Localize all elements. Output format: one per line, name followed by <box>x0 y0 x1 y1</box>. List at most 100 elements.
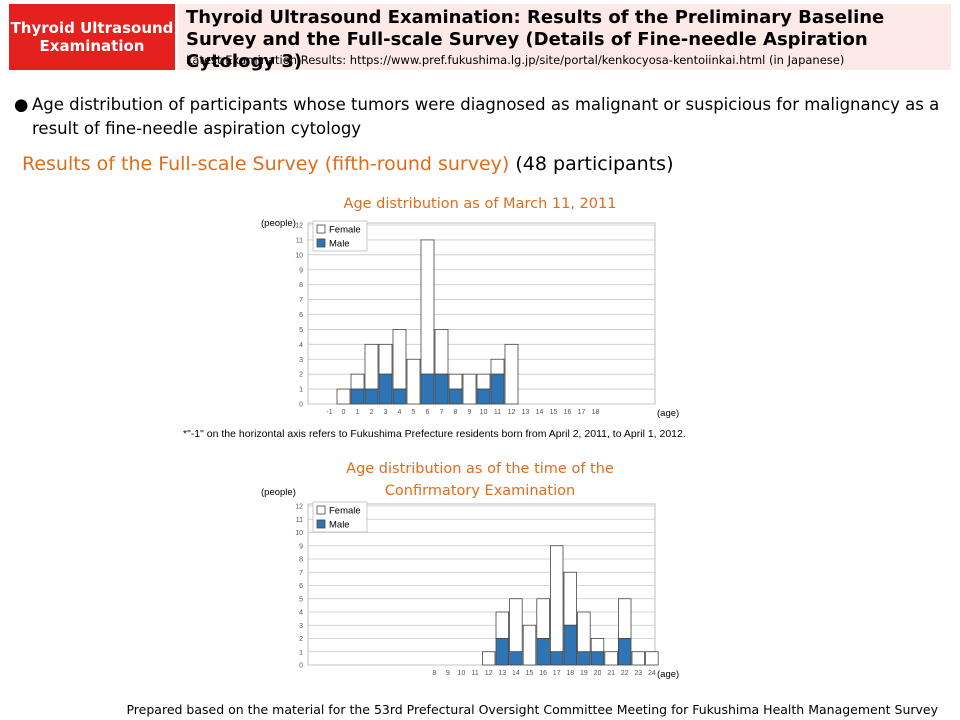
bar-female <box>563 571 578 626</box>
y-tick-label: 11 <box>296 517 303 524</box>
x-tick-label: 22 <box>621 670 629 677</box>
bar-male <box>495 638 510 666</box>
bar-male <box>490 373 505 405</box>
legend-label-male: Male <box>329 520 350 531</box>
x-tick-label: 6 <box>426 409 430 416</box>
legend-label-female: Female <box>329 506 361 517</box>
chart-title: Confirmatory Examination <box>385 483 575 499</box>
x-tick-label: 12 <box>485 670 493 677</box>
source-footer: Prepared based on the material for the 5… <box>126 702 938 717</box>
bar-female <box>392 329 407 390</box>
x-tick-label: 14 <box>512 670 520 677</box>
bar-male <box>378 373 393 405</box>
y-tick-label: 6 <box>299 312 303 319</box>
y-tick-label: 6 <box>299 583 303 590</box>
bar-male <box>590 651 605 666</box>
bar-male <box>364 388 379 405</box>
bar-female <box>420 239 435 375</box>
y-tick-label: 5 <box>299 327 303 334</box>
bar-female <box>406 358 421 405</box>
bar-female <box>448 373 463 390</box>
x-tick-label: 21 <box>607 670 615 677</box>
bar-female <box>481 651 496 666</box>
y-axis-label: (people) <box>261 218 296 229</box>
bar-female <box>509 598 523 653</box>
x-tick-label: 13 <box>522 409 530 416</box>
bar-male <box>434 373 449 405</box>
bar-female <box>549 545 564 653</box>
bar-male <box>536 638 550 666</box>
bar-female <box>336 388 351 405</box>
bullet-text: Age distribution of participants whose t… <box>32 95 940 138</box>
y-tick-label: 0 <box>299 663 303 670</box>
bar-male <box>563 624 578 666</box>
bar-female <box>577 611 591 653</box>
bar-male <box>509 651 523 666</box>
x-tick-label: 13 <box>498 670 506 677</box>
x-tick-label: -1 <box>326 409 332 416</box>
x-tick-label: 15 <box>550 409 558 416</box>
x-tick-label: 9 <box>446 670 450 677</box>
x-tick-label: 2 <box>370 409 374 416</box>
bar-female <box>495 611 510 639</box>
subheading-survey: Results of the Full-scale Survey (fifth-… <box>22 153 510 175</box>
x-tick-label: 23 <box>634 670 642 677</box>
bar-male <box>392 388 407 405</box>
bar-female <box>378 343 393 375</box>
bar-male <box>420 373 435 405</box>
bar-female <box>350 373 365 390</box>
y-tick-label: 10 <box>295 252 303 259</box>
y-tick-label: 11 <box>296 237 303 244</box>
bar-female <box>504 343 519 405</box>
legend-label-male: Male <box>329 239 350 250</box>
bar-female <box>536 598 550 639</box>
bar-female <box>631 651 646 666</box>
y-tick-label: 12 <box>295 504 303 511</box>
y-tick-label: 5 <box>299 596 303 603</box>
y-tick-label: 0 <box>299 402 303 409</box>
legend-label-female: Female <box>329 225 361 236</box>
bar-female <box>434 329 449 375</box>
x-tick-label: 0 <box>342 409 346 416</box>
bullet-icon: ● <box>14 95 29 114</box>
x-tick-label: 7 <box>440 409 444 416</box>
y-tick-label: 7 <box>299 297 303 304</box>
bar-female <box>617 598 632 639</box>
bar-male <box>476 388 491 405</box>
bar-male <box>617 638 632 666</box>
y-tick-label: 8 <box>299 282 303 289</box>
y-tick-label: 3 <box>299 357 303 364</box>
x-tick-label: 17 <box>578 409 586 416</box>
y-tick-label: 2 <box>299 636 303 643</box>
header-banner <box>178 4 951 70</box>
source-url-line: Latest Examination Results: https://www.… <box>186 53 845 67</box>
x-tick-label: 17 <box>553 670 561 677</box>
x-tick-label: 3 <box>384 409 388 416</box>
bar-female <box>490 358 505 375</box>
x-tick-label: 24 <box>648 670 656 677</box>
x-tick-label: 1 <box>356 409 360 416</box>
x-tick-label: 16 <box>539 670 547 677</box>
x-tick-label: 11 <box>494 409 501 416</box>
x-tick-label: 18 <box>592 409 600 416</box>
chart-title: Age distribution as of the time of the <box>346 461 614 477</box>
x-tick-label: 10 <box>480 409 488 416</box>
chart-title: Age distribution as of March 11, 2011 <box>344 196 617 212</box>
x-tick-label: 15 <box>526 670 534 677</box>
x-axis-label: (age) <box>657 408 679 419</box>
x-tick-label: 4 <box>398 409 402 416</box>
bar-male <box>549 651 564 666</box>
axis-note: *"-1" on the horizontal axis refers to F… <box>183 428 686 440</box>
x-tick-label: 16 <box>564 409 572 416</box>
bar-female <box>604 651 618 666</box>
y-tick-label: 12 <box>295 223 303 230</box>
subheading-count: (48 participants) <box>515 153 674 175</box>
bar-female <box>476 373 491 390</box>
x-axis-label: (age) <box>657 669 679 680</box>
legend-swatch-male <box>316 519 326 529</box>
bar-male <box>350 388 365 405</box>
y-tick-label: 10 <box>295 530 303 537</box>
y-tick-label: 4 <box>299 342 303 349</box>
legend-swatch-male <box>316 238 326 248</box>
x-tick-label: 18 <box>566 670 574 677</box>
